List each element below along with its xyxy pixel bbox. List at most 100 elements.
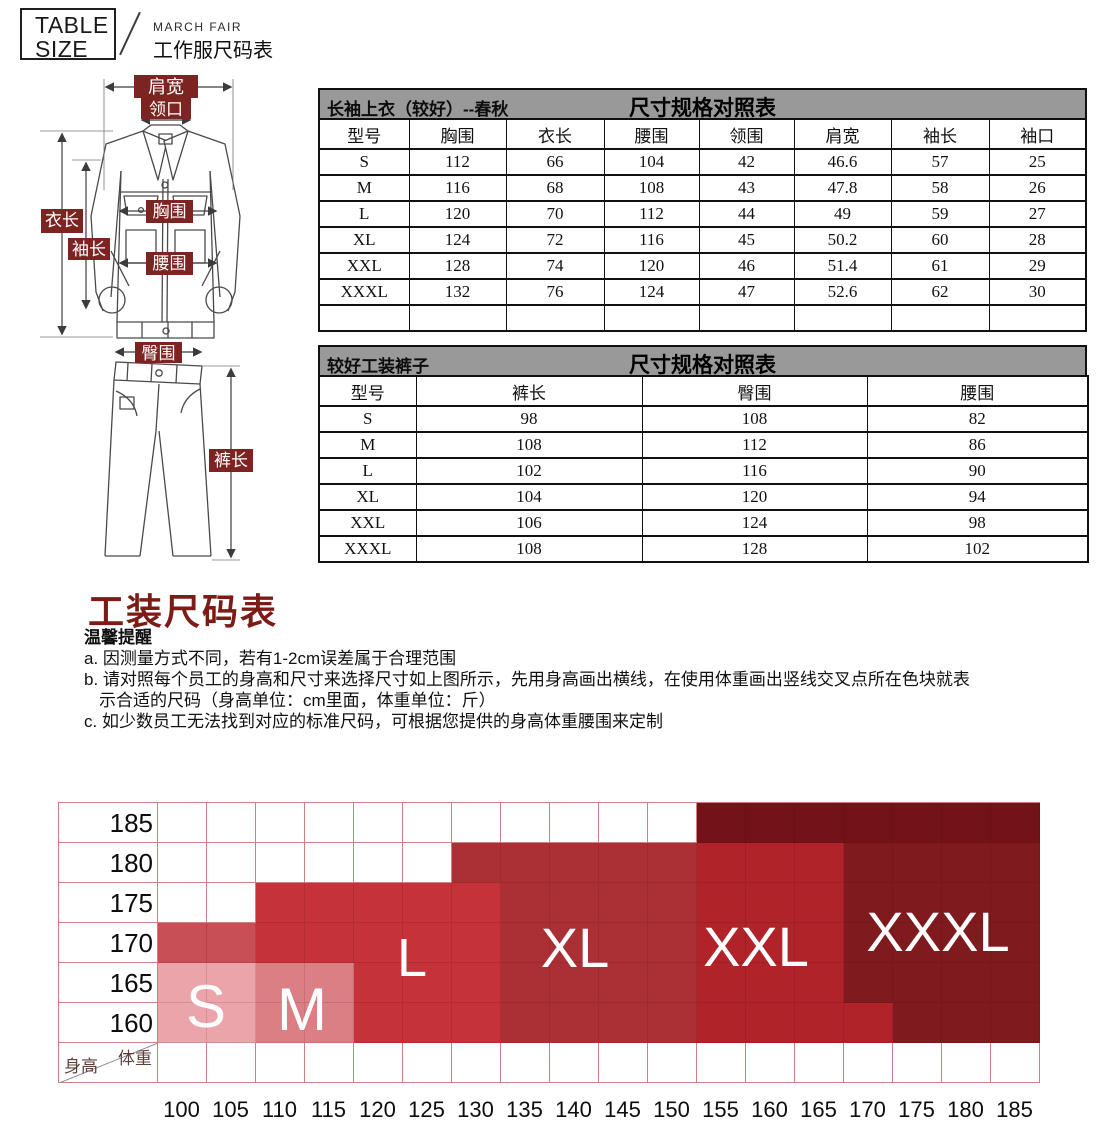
grid-cell	[599, 963, 648, 1003]
table-cell: 102	[866, 535, 1089, 563]
column-header: 臀围	[641, 375, 868, 407]
table-cell: 108	[603, 174, 700, 202]
table-cell: 104	[603, 148, 700, 176]
size-zone-label: S	[185, 973, 227, 1040]
table-cell: 62	[890, 278, 990, 306]
grid-cell	[354, 803, 403, 843]
table-cell: 106	[415, 509, 643, 537]
table-cell: 124	[603, 278, 700, 306]
grid-cell	[452, 803, 501, 843]
table-cell: 116	[408, 174, 507, 202]
logo-line2: SIZE	[35, 36, 89, 62]
weight-tick: 150	[653, 1097, 690, 1122]
size-chart: 185 180 175 170 165 160 身高 体重 100 105 110 115 120 12…	[58, 802, 1058, 1132]
notes-heading: 温馨提醒	[84, 628, 152, 647]
table-cell	[318, 304, 410, 332]
weight-tick: 135	[506, 1097, 543, 1122]
size-zone-label: M	[277, 976, 327, 1043]
grid-cell	[550, 963, 599, 1003]
grid-cell	[599, 923, 648, 963]
grid-cell	[599, 803, 648, 843]
label-pants-length: 裤长	[209, 449, 253, 472]
height-tick: 170	[59, 923, 158, 963]
table-cell: 60	[890, 226, 990, 254]
grid-cell	[746, 883, 795, 923]
table-cell: 132	[408, 278, 507, 306]
axis-corner: 身高 体重	[59, 1043, 158, 1083]
grid-cell	[991, 1043, 1040, 1083]
jacket-size-table: 长袖上衣（较好）--春秋 尺寸规格对照表 型号 胸围 衣长 腰围 领围 肩宽 袖长 袖口 S 11…	[318, 88, 1087, 332]
table-cell	[890, 304, 990, 332]
size-zone-label: XXL	[703, 915, 809, 978]
table-cell	[505, 304, 605, 332]
section-title: 工装尺码表	[88, 591, 279, 632]
grid-cell	[256, 883, 305, 923]
logo-box: TABLE SIZE	[20, 8, 116, 62]
table-cell: 94	[866, 483, 1089, 511]
grid-cell	[354, 1003, 403, 1043]
grid-cell	[697, 923, 746, 963]
table-cell: 82	[866, 405, 1089, 433]
grid-cell	[403, 803, 452, 843]
grid-cell	[648, 923, 697, 963]
column-header: 胸围	[408, 118, 507, 150]
grid-cell	[403, 1043, 452, 1083]
table-cell: 74	[505, 252, 605, 280]
table-cell: 26	[988, 174, 1087, 202]
grid-cell	[354, 883, 403, 923]
grid-cell	[207, 843, 256, 883]
table-cell: 86	[866, 431, 1089, 459]
weight-tick: 115	[310, 1097, 347, 1122]
table-cell: 124	[641, 509, 868, 537]
table-cell	[408, 304, 507, 332]
grid-cell	[452, 883, 501, 923]
grid-cell	[403, 963, 452, 1003]
table-cell	[793, 304, 892, 332]
column-header: 衣长	[505, 118, 605, 150]
note-line: b. 请对照每个员工的身高和尺寸来选择尺寸如上图所示，先用身高画出横线，在使用体…	[84, 670, 970, 689]
table-cell: 68	[505, 174, 605, 202]
grid-cell	[550, 1043, 599, 1083]
notes-block: 温馨提醒 a. 因测量方式不同，若有1-2cm误差属于合理范围 b. 请对照每个员…	[84, 627, 970, 732]
grid-cell	[207, 803, 256, 843]
table-cell: 43	[698, 174, 795, 202]
table-cell: 112	[408, 148, 507, 176]
page-title: 工作服尺码表	[153, 40, 273, 62]
height-tick: 175	[59, 883, 158, 923]
grid-cell	[991, 843, 1040, 883]
label-collar: 领口	[141, 98, 191, 119]
grid-cell	[942, 843, 991, 883]
height-tick: 180	[59, 843, 158, 883]
grid-cell	[256, 803, 305, 843]
table-cell: 49	[793, 200, 892, 228]
table-cell: 45	[698, 226, 795, 254]
label-waist: 腰围	[146, 252, 193, 275]
grid-cell	[795, 1043, 844, 1083]
grid-cell	[207, 883, 256, 923]
column-header: 袖口	[988, 118, 1087, 150]
grid-cell	[305, 963, 354, 1003]
size-zone-label: XL	[540, 916, 610, 979]
grid-cell	[942, 963, 991, 1003]
weight-tick: 160	[751, 1097, 788, 1122]
table-cell: 90	[866, 457, 1089, 485]
table-cell: 46	[698, 252, 795, 280]
grid-cell	[746, 803, 795, 843]
weight-tick: 140	[555, 1097, 592, 1122]
table-cell: 57	[890, 148, 990, 176]
grid-cell	[991, 963, 1040, 1003]
grid-cell	[844, 883, 893, 923]
grid-cell	[844, 963, 893, 1003]
garment-diagram	[40, 79, 241, 561]
table-cell: 120	[408, 200, 507, 228]
grid-cell	[305, 883, 354, 923]
grid-cell	[746, 843, 795, 883]
grid-cell	[795, 883, 844, 923]
spec-table: 型号 胸围 衣长 腰围 领围 肩宽 袖长 袖口 S 112 66 104 42 46.6 57 25 M 116 6…	[318, 118, 1087, 332]
grid-cell	[501, 1043, 550, 1083]
table-cell: 104	[415, 483, 643, 511]
table-subtitle: 尺寸规格对照表	[629, 97, 776, 120]
grid-cell	[991, 923, 1040, 963]
grid-cell	[942, 803, 991, 843]
grid-cell	[991, 1003, 1040, 1043]
